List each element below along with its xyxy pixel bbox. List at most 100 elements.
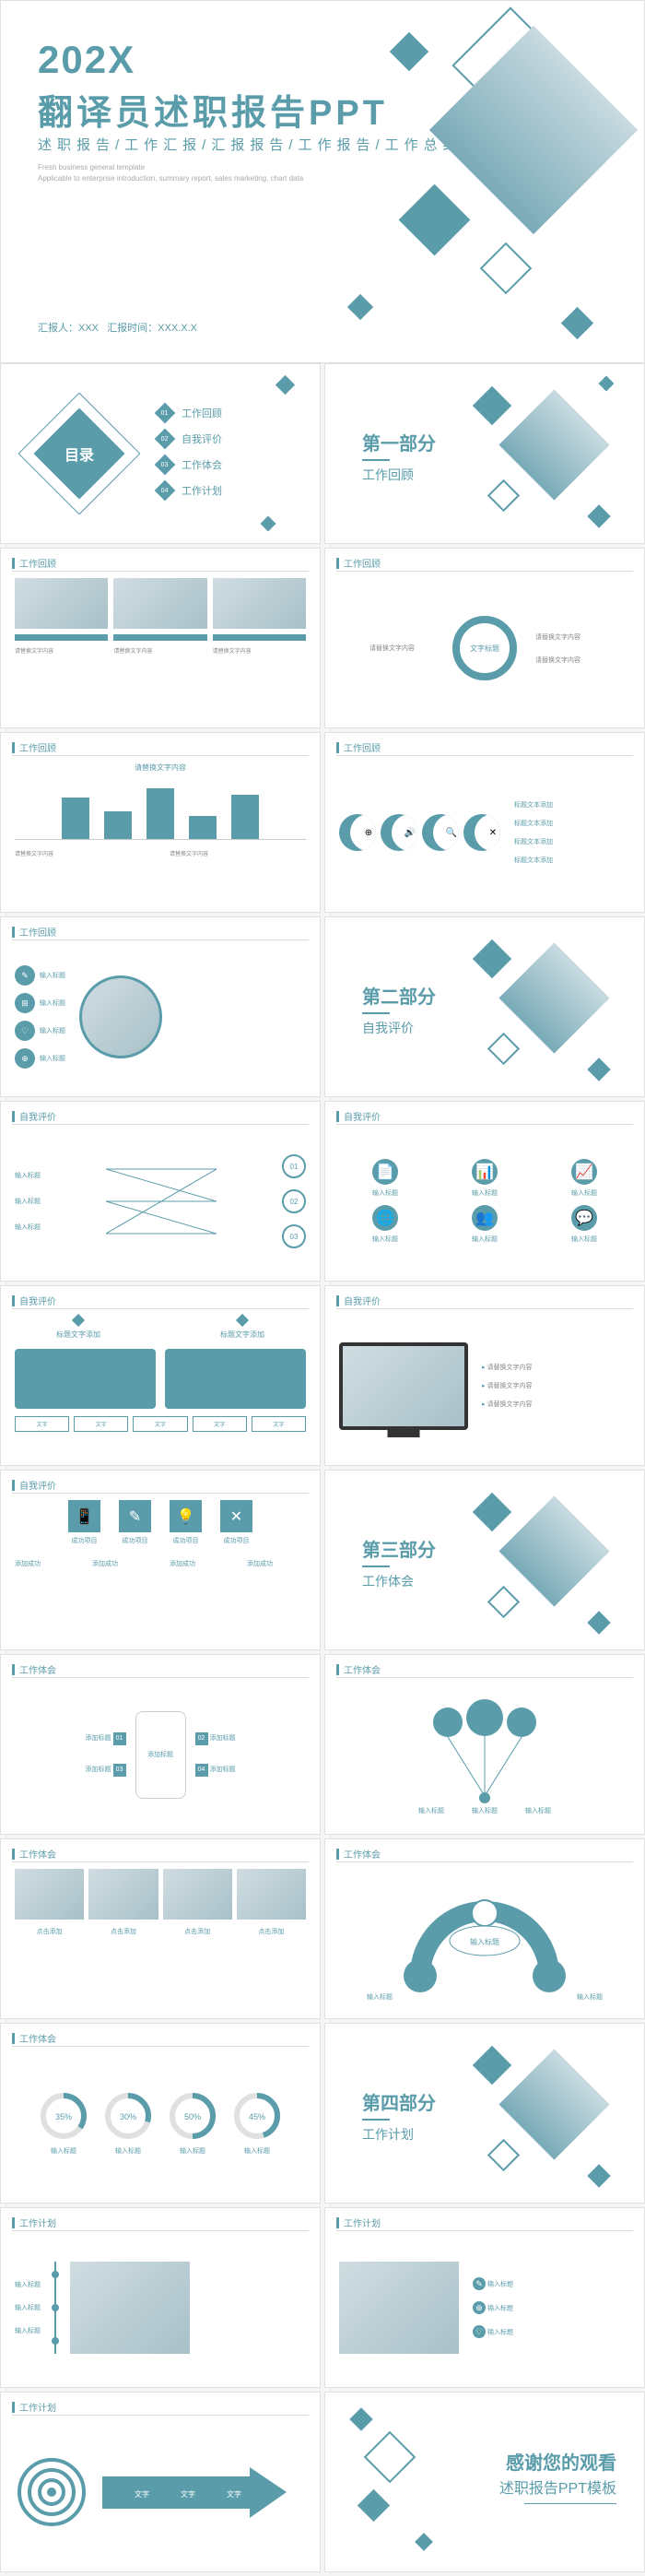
- text-item: 标题文本添加: [514, 856, 553, 865]
- closing-slide: 感谢您的观看 述职报告PPT模板: [324, 2392, 645, 2572]
- text-block: 请替换文字内容: [170, 849, 306, 857]
- deco-diamond: [487, 1033, 520, 1065]
- content-slide: 自我评价 📱成功项目 ✎成功项目 💡成功项目 ✕成功项目 添加成功 添加成功 添…: [0, 1470, 321, 1650]
- deco-diamond: [276, 375, 295, 395]
- content-slide: 自我评价 输入标题 输入标题 输入标题 01 02 03: [0, 1101, 321, 1282]
- section-image: [498, 1495, 609, 1606]
- deco-diamond: [473, 1493, 511, 1531]
- toc-item: 04工作计划: [158, 483, 222, 498]
- bar: [231, 795, 259, 839]
- circle-image: [79, 975, 162, 1058]
- content-slide: 自我评价 标题文字添加 标题文字添加 文字 文字 文字 文字 文字: [0, 1285, 321, 1466]
- bar: [213, 634, 306, 641]
- content-slide: 工作体会 输入标题 输入标题 输入标题: [324, 1838, 645, 2019]
- slide-header: 工作计划: [336, 2216, 381, 2229]
- slide-header: 工作计划: [12, 2400, 56, 2414]
- deco-diamond: [480, 242, 533, 295]
- deco-diamond: [364, 2431, 416, 2484]
- slide-header: 工作回顾: [12, 740, 56, 754]
- content-slide: 工作回顾 ⊕ 🔊 🔍 ✕ 标题文本添加 标题文本添加 标题文本添加 标题文本添加: [324, 732, 645, 913]
- content-slide: 工作计划 ✎ 输入标题 ⊕ 输入标题 ♡ 输入标题: [324, 2207, 645, 2388]
- text-item: 标题文本添加: [514, 837, 553, 846]
- bar: [113, 634, 206, 641]
- toc-slide: 目录 01工作回顾 02自我评价 03工作体会 04工作计划: [0, 363, 321, 544]
- chart-title: 请替换文字内容: [15, 762, 306, 773]
- image-placeholder: [70, 2262, 190, 2354]
- text-block: 请替换文字内容 请替换文字内容: [535, 632, 600, 665]
- section-divider-1: 第一部分 工作回顾: [324, 363, 645, 544]
- deco-diamond: [587, 504, 610, 527]
- toc-item: 02自我评价: [158, 431, 222, 446]
- text-block: 请替换文字内容: [15, 646, 108, 655]
- section-image: [498, 389, 609, 500]
- content-slide: 工作体会 添加标题 01 添加标题 03 添加标题 02 添加标题 04 添加标…: [0, 1654, 321, 1835]
- text-item: 标题文本添加: [514, 819, 553, 828]
- section-divider-2: 第二部分 自我评价: [324, 916, 645, 1097]
- bar: [189, 816, 217, 839]
- deco-diamond: [561, 307, 593, 339]
- slide-header: 自我评价: [12, 1294, 56, 1307]
- cover-slide: 202X 翻译员述职报告PPT 述职报告/工作汇报/汇报报告/工作报告/工作总结…: [0, 0, 645, 363]
- toc-item: 03工作体会: [158, 457, 222, 472]
- content-slide: 自我评价 📄输入标题 📊输入标题 📈输入标题 🌐输入标题 👥输入标题 💬输入标题: [324, 1101, 645, 1282]
- svg-text:输入标题: 输入标题: [470, 1937, 499, 1946]
- content-slide: 工作回顾 请替换文字内容 请替换文字内容 请替换文字内容: [0, 732, 321, 913]
- slide-header: 工作体会: [336, 1847, 381, 1861]
- monitor-image: [339, 1342, 468, 1430]
- panel: [15, 1349, 156, 1409]
- slide-header: 自我评价: [12, 1478, 56, 1492]
- svg-text:35%: 35%: [54, 2112, 71, 2121]
- slide-header: 自我评价: [12, 1109, 56, 1123]
- balloon-diagram: [393, 1695, 577, 1814]
- deco-diamond: [349, 2407, 372, 2430]
- deco-diamond: [599, 376, 615, 392]
- deco-diamond: [399, 184, 471, 256]
- slide-header: 工作回顾: [12, 556, 56, 570]
- text-item: 标题文本添加: [514, 800, 553, 809]
- section-title: 第一部分 工作回顾: [362, 429, 436, 484]
- deco-diamond: [347, 294, 373, 320]
- deco-diamond: [473, 2046, 511, 2085]
- phone-mockup: 添加标题: [135, 1711, 186, 1799]
- content-slide: 工作体会 35% 输入标题 30% 输入标题 50% 输入标题 45% 输入标题: [0, 2023, 321, 2204]
- closing-title: 感谢您的观看: [506, 2448, 616, 2475]
- target-icon: [15, 2455, 88, 2529]
- crescent-icons: ⊕ 🔊 🔍 ✕: [339, 814, 500, 851]
- deco-diamond: [261, 516, 276, 532]
- content-slide: 工作回顾 请替换文字内容 请替换文字内容 请替换文字内容: [0, 548, 321, 728]
- toc-item: 01工作回顾: [158, 406, 222, 420]
- slide-header: 工作体会: [12, 1662, 56, 1676]
- svg-text:文字: 文字: [135, 2489, 149, 2499]
- arrow-shape: 文字 文字 文字: [102, 2467, 287, 2518]
- slide-header: 工作回顾: [336, 556, 381, 570]
- deco-diamond: [473, 939, 511, 978]
- cover-footer: 汇报人：XXX 汇报时间：XXX.X.X: [38, 320, 197, 335]
- image-placeholder: [88, 1869, 158, 1920]
- image-placeholder: [15, 1869, 84, 1920]
- section-image: [498, 2049, 609, 2159]
- section-divider-3: 第三部分 工作体会: [324, 1470, 645, 1650]
- image-placeholder: [237, 1869, 306, 1920]
- toc-list: 01工作回顾 02自我评价 03工作体会 04工作计划: [158, 406, 222, 509]
- image-placeholder: [163, 1869, 232, 1920]
- text-block: 请替换文字内容: [15, 849, 151, 857]
- bar: [147, 788, 174, 839]
- content-slide: 自我评价 ▸ 请替换文字内容 ▸ 请替换文字内容 ▸ 请替换文字内容: [324, 1285, 645, 1466]
- svg-text:文字: 文字: [227, 2489, 241, 2499]
- text-block: 请替换文字内容: [113, 646, 206, 655]
- bar: [15, 634, 108, 641]
- slide-header: 工作回顾: [336, 740, 381, 754]
- deco-diamond: [415, 2533, 433, 2551]
- image-placeholder: [15, 578, 108, 629]
- slide-header: 工作体会: [12, 1847, 56, 1861]
- circle-diagram: 文字标题: [452, 616, 517, 680]
- bar: [62, 798, 89, 839]
- bar: [104, 811, 132, 839]
- cover-subtitle: 述职报告/工作汇报/汇报报告/工作报告/工作总结: [38, 135, 463, 154]
- content-slide: 工作回顾 请替换文字内容 文字标题 请替换文字内容 请替换文字内容: [324, 548, 645, 728]
- content-slide: 工作计划 输入标题 输入标题 输入标题: [0, 2207, 321, 2388]
- bar-chart: [15, 780, 306, 840]
- content-slide: 工作计划 文字 文字 文字: [0, 2392, 321, 2572]
- arc-diagram: 输入标题: [365, 1874, 604, 2003]
- deco-diamond: [390, 32, 428, 71]
